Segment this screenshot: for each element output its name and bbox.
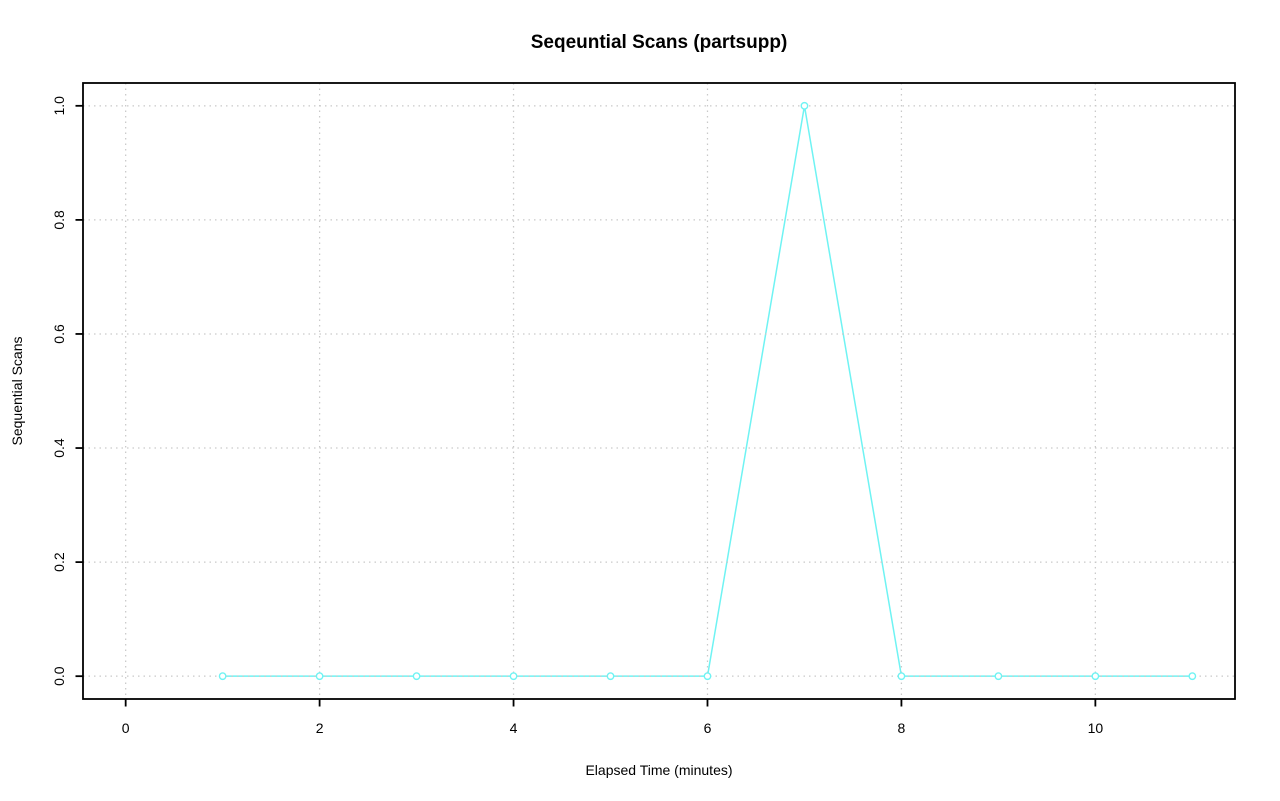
x-axis-label: Elapsed Time (minutes) [585,762,732,778]
plot-border [82,82,1236,700]
x-tick-label: 0 [122,720,130,736]
tick-labels-layer: 0 2 4 6 8 10 0.0 0.2 0.4 0.6 0.8 1.0 [51,96,1103,736]
y-tick-label: 0.8 [51,210,67,230]
axis-ticks-layer [75,104,1097,707]
data-point [606,672,615,681]
x-tick-label: 6 [704,720,712,736]
data-point [897,672,906,681]
data-point [218,672,227,681]
data-point [994,672,1003,681]
data-points-layer [218,101,1197,681]
data-point [315,672,324,681]
y-tick-label: 1.0 [51,96,67,116]
x-tick-label: 2 [316,720,324,736]
x-tick-label: 4 [510,720,518,736]
y-tick-label: 0.0 [51,666,67,686]
chart-title: Seqeuntial Scans (partsupp) [531,32,788,53]
y-tick-label: 0.6 [51,324,67,344]
x-tick-label: 10 [1088,720,1104,736]
gridlines-layer [83,83,1235,699]
data-point [509,672,518,681]
data-point [412,672,421,681]
y-tick-label: 0.4 [51,438,67,458]
x-tick-label: 8 [898,720,906,736]
y-axis-label: Sequential Scans [9,337,25,446]
data-point [1091,672,1100,681]
y-tick-label: 0.2 [51,552,67,572]
data-point [800,101,809,110]
data-point [703,672,712,681]
data-point [1188,672,1197,681]
